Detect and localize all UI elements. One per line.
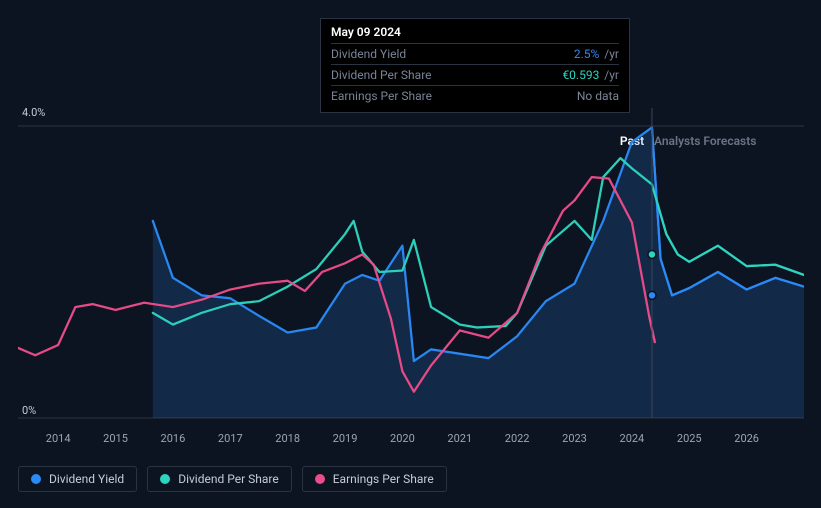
x-tick: 2021 <box>447 432 472 445</box>
x-tick: 2022 <box>505 432 530 445</box>
tooltip-row: Dividend Yield 2.5% /yr <box>331 43 619 64</box>
x-tick: 2023 <box>562 432 587 445</box>
legend-item[interactable]: Earnings Per Share <box>302 466 447 492</box>
x-tick: 2025 <box>677 432 702 445</box>
legend-label: Dividend Yield <box>49 472 124 486</box>
x-tick: 2015 <box>103 432 128 445</box>
chart-area[interactable] <box>18 108 804 428</box>
x-tick: 2020 <box>390 432 415 445</box>
chart-tooltip: May 09 2024 Dividend Yield2.5% /yrDivide… <box>320 18 630 113</box>
legend-item[interactable]: Dividend Yield <box>18 466 137 492</box>
legend-swatch <box>160 474 170 484</box>
legend-swatch <box>31 474 41 484</box>
legend-swatch <box>315 474 325 484</box>
x-tick: 2026 <box>734 432 759 445</box>
x-tick: 2016 <box>161 432 186 445</box>
legend-item[interactable]: Dividend Per Share <box>147 466 292 492</box>
tooltip-row: Earnings Per Share No data <box>331 85 619 106</box>
x-axis: 2014 2015 2016 2017 2018 2019 2020 2021 2022 2023… <box>18 432 804 448</box>
tooltip-date: May 09 2024 <box>331 25 619 43</box>
legend-label: Dividend Per Share <box>178 472 279 486</box>
tooltip-row-value: €0.593 /yr <box>562 68 619 82</box>
x-tick: 2017 <box>218 432 243 445</box>
tooltip-row-label: Dividend Yield <box>331 47 406 61</box>
tooltip-row-label: Dividend Per Share <box>331 68 432 82</box>
x-tick: 2024 <box>620 432 645 445</box>
tooltip-row: Dividend Per Share €0.593 /yr <box>331 64 619 85</box>
x-tick: 2018 <box>275 432 300 445</box>
legend: Dividend Yield Dividend Per Share Earnings… <box>18 466 447 492</box>
tooltip-row-value: 2.5% /yr <box>574 47 619 61</box>
tooltip-row-value: No data <box>577 89 619 103</box>
tooltip-row-label: Earnings Per Share <box>331 89 432 103</box>
legend-label: Earnings Per Share <box>333 472 434 486</box>
x-tick: 2019 <box>333 432 358 445</box>
x-tick: 2014 <box>46 432 71 445</box>
